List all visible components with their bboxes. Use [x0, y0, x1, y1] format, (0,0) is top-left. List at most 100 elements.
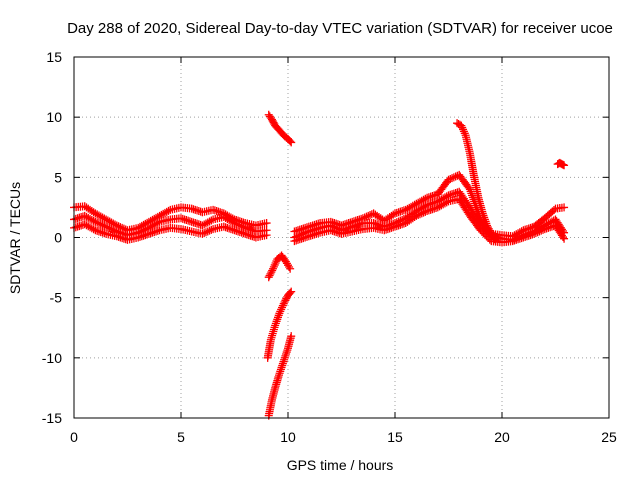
data-point: [86, 223, 95, 232]
data-point: [225, 216, 234, 225]
data-point: [84, 213, 93, 222]
data-point: [285, 262, 294, 271]
data-point: [446, 174, 455, 183]
data-point: [87, 215, 96, 224]
data-point: [412, 211, 421, 220]
data-point: [449, 173, 458, 182]
data-point: [162, 207, 171, 216]
data-point: [200, 220, 209, 229]
data-point: [460, 129, 469, 138]
data-point: [403, 204, 412, 213]
data-point: [560, 161, 569, 170]
data-point: [287, 138, 296, 147]
data-point: [415, 197, 424, 206]
data-point: [410, 213, 419, 222]
data-point: [440, 199, 449, 208]
data-point: [459, 127, 468, 136]
data-point: [405, 203, 414, 212]
data-point: [558, 233, 567, 242]
x-tick-label: 0: [70, 429, 78, 445]
data-point: [109, 225, 118, 234]
data-point: [421, 207, 430, 216]
data-point: [207, 216, 216, 225]
data-point: [198, 229, 207, 238]
data-point: [410, 200, 419, 209]
y-tick-label: 0: [54, 230, 62, 246]
data-point: [94, 219, 103, 228]
data-point: [419, 208, 428, 217]
data-point: [103, 216, 112, 225]
data-point: [270, 260, 279, 269]
data-point: [105, 224, 114, 233]
plot-frame: [73, 56, 610, 419]
data-point: [159, 209, 168, 218]
data-point: [458, 123, 467, 132]
data-point: [84, 222, 93, 231]
data-point: [269, 262, 278, 271]
data-point: [148, 221, 157, 230]
y-tick-label: -10: [42, 350, 62, 366]
data-point: [286, 137, 295, 146]
data-point: [421, 194, 430, 203]
data-point: [232, 219, 241, 228]
data-point: [82, 221, 91, 230]
data-point: [414, 211, 423, 220]
data-point: [286, 288, 295, 297]
data-point: [271, 319, 280, 328]
data-point: [535, 227, 544, 236]
data-point: [100, 214, 109, 223]
data-point: [531, 229, 540, 238]
data-point: [267, 268, 276, 277]
data-point: [478, 209, 487, 218]
data-point: [266, 269, 275, 278]
data-point: [280, 297, 289, 306]
data-point: [435, 202, 444, 211]
data-point: [262, 231, 271, 240]
data-point: [201, 219, 210, 228]
data-point: [160, 208, 169, 217]
data-point: [228, 218, 237, 227]
data-point: [262, 219, 271, 228]
data-point: [274, 311, 283, 320]
data-point: [203, 227, 212, 236]
y-tick-label: -15: [42, 410, 62, 426]
data-point: [277, 305, 286, 314]
data-point: [205, 217, 214, 226]
data-point: [287, 287, 296, 296]
data-point: [412, 199, 421, 208]
data-point: [201, 228, 210, 237]
data-point: [98, 221, 107, 230]
data-point: [100, 221, 109, 230]
data-point: [91, 209, 100, 218]
data-point: [234, 220, 243, 229]
data-point: [272, 317, 281, 326]
data-point: [86, 214, 95, 223]
data-point: [483, 223, 492, 232]
data-point: [484, 224, 493, 233]
data-point: [94, 211, 103, 220]
data-point: [96, 220, 105, 229]
data-point: [491, 237, 500, 246]
data-point: [153, 218, 162, 227]
data-points: [70, 110, 569, 420]
data-point: [415, 210, 424, 219]
data-point: [437, 201, 446, 210]
data-point: [275, 309, 284, 318]
series-track-6: [290, 194, 569, 247]
series-gap-mid: [264, 251, 295, 282]
chart-title: Day 288 of 2020, Sidereal Day-to-day VTE…: [67, 20, 613, 37]
data-point: [82, 212, 91, 221]
data-point: [417, 209, 426, 218]
data-point: [537, 226, 546, 235]
data-point: [98, 213, 107, 222]
y-tick-label: 15: [46, 49, 62, 65]
data-point: [481, 217, 490, 226]
x-axis-label: GPS time / hours: [287, 457, 394, 473]
data-point: [362, 212, 371, 221]
data-point: [219, 213, 228, 222]
data-point: [150, 220, 159, 229]
x-tick-label: 20: [494, 429, 510, 445]
data-point: [459, 125, 468, 134]
data-point: [364, 211, 373, 220]
data-point: [549, 205, 558, 214]
